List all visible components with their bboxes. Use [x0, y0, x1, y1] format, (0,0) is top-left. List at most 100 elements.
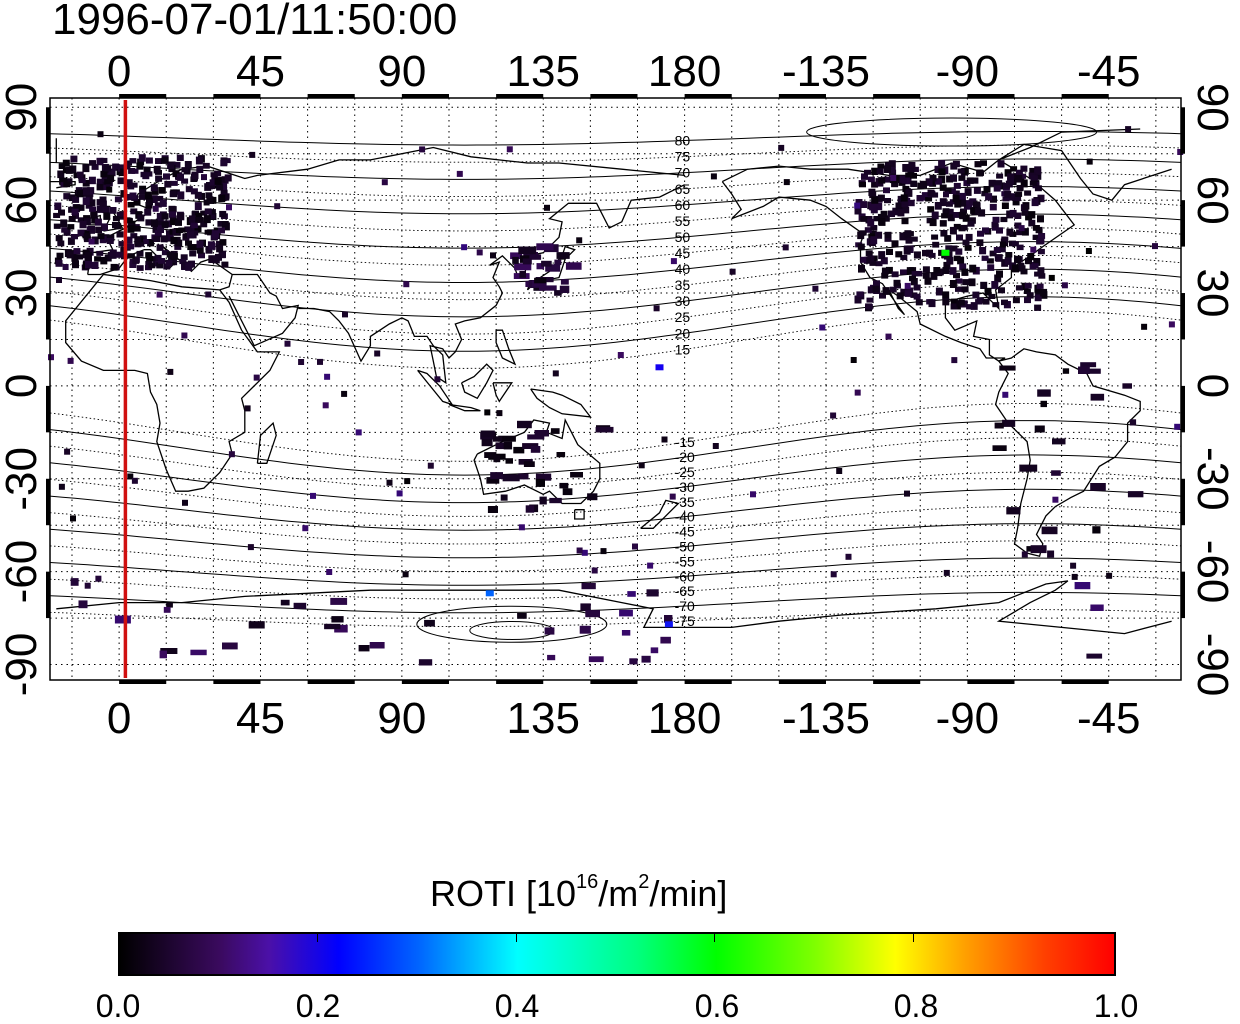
- roti-point: [157, 225, 164, 233]
- mlat-contour: [49, 540, 1182, 572]
- roti-point: [1006, 228, 1014, 236]
- roti-point: [895, 202, 903, 211]
- roti-point: [904, 245, 912, 251]
- roti-point: [982, 227, 989, 233]
- roti-point: [224, 174, 232, 182]
- coastline: [448, 403, 481, 412]
- roti-point: [57, 170, 65, 179]
- roti-point: [617, 352, 624, 358]
- roti-point: [247, 544, 254, 551]
- roti-point: [87, 187, 95, 195]
- roti-point: [929, 174, 937, 182]
- roti-point: [970, 302, 978, 310]
- roti-point: [950, 303, 958, 310]
- roti-point: [176, 154, 184, 161]
- axis-bar-bottom: [590, 680, 638, 684]
- roti-point: [78, 177, 86, 184]
- roti-point: [112, 221, 119, 229]
- roti-point: [530, 446, 541, 453]
- mlat-label: 25: [675, 309, 691, 325]
- colorbar-title-main: ROTI [10: [430, 873, 577, 914]
- roti-point: [897, 208, 905, 217]
- roti-point: [891, 271, 899, 278]
- roti-point: [514, 263, 532, 271]
- roti-point: [101, 223, 108, 231]
- roti-point: [976, 239, 984, 247]
- roti-data-points: [48, 126, 1184, 666]
- lon-tick-label-bottom: 90: [377, 694, 426, 743]
- roti-point: [131, 477, 138, 484]
- roti-point: [116, 231, 124, 238]
- roti-point: [908, 165, 916, 172]
- lat-tick-label-right: 90: [1188, 83, 1237, 132]
- roti-point: [194, 202, 202, 210]
- roti-point: [901, 201, 909, 208]
- roti-point: [133, 198, 141, 206]
- roti-point: [1021, 551, 1028, 558]
- roti-point: [72, 196, 80, 203]
- roti-point: [96, 157, 104, 165]
- roti-point: [518, 246, 537, 255]
- roti-point: [864, 169, 871, 175]
- roti-point: [1019, 173, 1027, 179]
- roti-point: [104, 165, 112, 172]
- roti-point: [73, 204, 81, 211]
- lon-tick-label-top: 90: [377, 47, 426, 96]
- roti-point: [886, 248, 893, 255]
- roti-point: [522, 258, 532, 265]
- roti-point: [1012, 297, 1020, 304]
- roti-point: [82, 197, 90, 205]
- roti-point: [78, 600, 88, 609]
- roti-point: [901, 217, 909, 225]
- roti-point: [916, 195, 924, 202]
- roti-point: [220, 160, 228, 167]
- mlat-label: -65: [675, 583, 695, 599]
- roti-point: [330, 597, 348, 605]
- coastline: [417, 369, 454, 406]
- roti-point: [118, 241, 126, 247]
- roti-point: [952, 160, 960, 168]
- roti-point: [1030, 545, 1047, 554]
- roti-point: [1001, 236, 1009, 244]
- roti-point: [208, 209, 216, 215]
- roti-point: [778, 144, 785, 151]
- colorbar-title-exponent: 16: [576, 871, 599, 893]
- roti-point: [72, 212, 79, 219]
- roti-point: [249, 151, 256, 158]
- roti-point: [133, 226, 141, 232]
- mlat-contour: [49, 574, 1182, 600]
- roti-point: [1086, 158, 1093, 165]
- roti-point: [943, 569, 950, 576]
- roti-point: [134, 236, 142, 245]
- roti-point: [1106, 572, 1113, 579]
- roti-point: [881, 267, 889, 275]
- lat-tick-label-right: -60: [1188, 540, 1237, 604]
- roti-point: [587, 493, 598, 501]
- roti-point: [873, 216, 881, 222]
- roti-point: [1032, 234, 1040, 240]
- roti-point: [1035, 290, 1043, 298]
- roti-point: [244, 405, 251, 412]
- roti-point: [503, 441, 513, 450]
- roti-point: [867, 176, 875, 183]
- roti-point: [669, 493, 676, 500]
- roti-point: [910, 278, 918, 286]
- roti-point: [871, 181, 879, 188]
- roti-point: [536, 263, 545, 270]
- roti-point: [955, 248, 963, 255]
- roti-point: [1016, 229, 1024, 236]
- roti-point: [114, 196, 122, 203]
- roti-point: [1029, 167, 1037, 174]
- mlat-label: 15: [675, 341, 691, 357]
- roti-point: [854, 206, 862, 215]
- roti-point: [579, 625, 591, 634]
- roti-point: [927, 206, 935, 213]
- roti-point: [1071, 573, 1078, 580]
- roti-point: [988, 293, 996, 299]
- roti-point: [922, 273, 930, 279]
- roti-point: [970, 207, 978, 214]
- axis-bar-bottom: [213, 680, 261, 684]
- roti-point: [106, 186, 113, 193]
- roti-point: [1028, 211, 1036, 219]
- roti-point: [424, 619, 435, 627]
